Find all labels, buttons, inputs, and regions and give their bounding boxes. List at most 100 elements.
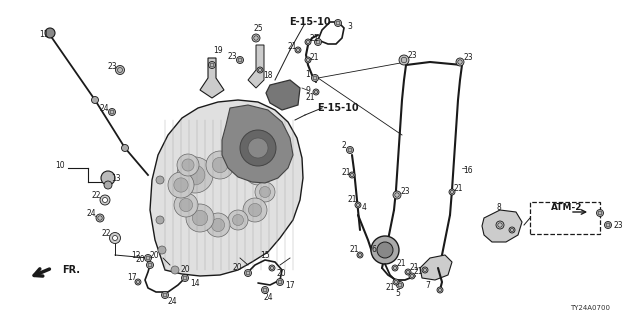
Circle shape <box>174 178 188 192</box>
Circle shape <box>252 34 260 42</box>
Circle shape <box>313 89 319 95</box>
Circle shape <box>269 265 275 271</box>
Text: 21: 21 <box>348 196 356 204</box>
Circle shape <box>409 273 415 279</box>
Text: 22: 22 <box>101 229 111 238</box>
Circle shape <box>232 214 243 226</box>
Circle shape <box>355 202 361 208</box>
Circle shape <box>102 197 108 203</box>
Text: 11: 11 <box>39 29 49 38</box>
Circle shape <box>335 20 342 27</box>
Text: 21: 21 <box>305 92 315 101</box>
Text: 21: 21 <box>341 167 351 177</box>
Circle shape <box>212 157 228 173</box>
Text: ATM-2: ATM-2 <box>551 203 583 212</box>
Circle shape <box>312 75 319 82</box>
Circle shape <box>177 157 213 193</box>
Text: E-15-10: E-15-10 <box>289 17 331 27</box>
Text: 23: 23 <box>407 51 417 60</box>
Circle shape <box>244 269 252 276</box>
Circle shape <box>397 282 403 289</box>
Circle shape <box>122 145 129 151</box>
Text: 4: 4 <box>362 204 367 212</box>
Circle shape <box>236 152 248 164</box>
Text: 21: 21 <box>385 283 395 292</box>
Circle shape <box>377 242 393 258</box>
Circle shape <box>449 189 455 195</box>
Text: 23: 23 <box>400 188 410 196</box>
Text: 23: 23 <box>107 61 117 70</box>
Text: FR.: FR. <box>62 265 80 275</box>
Text: 20: 20 <box>232 263 242 273</box>
Text: 3: 3 <box>348 21 353 30</box>
Text: 23: 23 <box>463 52 473 61</box>
Circle shape <box>357 252 363 258</box>
Text: 2: 2 <box>342 140 346 149</box>
Circle shape <box>276 278 284 285</box>
Text: 10: 10 <box>55 161 65 170</box>
Circle shape <box>456 58 464 66</box>
Text: 17: 17 <box>285 281 295 290</box>
Circle shape <box>186 204 214 232</box>
Circle shape <box>206 151 234 179</box>
Circle shape <box>305 57 311 63</box>
Circle shape <box>45 28 55 38</box>
Circle shape <box>156 216 164 224</box>
Text: 21: 21 <box>413 268 423 276</box>
Circle shape <box>295 47 301 53</box>
Text: 24: 24 <box>99 103 109 113</box>
Circle shape <box>605 221 611 228</box>
Text: 21: 21 <box>396 260 406 268</box>
Circle shape <box>371 236 399 264</box>
Circle shape <box>259 187 271 197</box>
Text: 17: 17 <box>127 274 137 283</box>
Circle shape <box>262 286 269 293</box>
Circle shape <box>96 214 104 222</box>
Circle shape <box>255 182 275 202</box>
Circle shape <box>251 165 265 179</box>
Polygon shape <box>420 255 452 280</box>
Circle shape <box>393 191 401 199</box>
Circle shape <box>346 147 353 154</box>
Polygon shape <box>150 100 303 276</box>
Polygon shape <box>266 80 300 110</box>
Circle shape <box>92 97 99 103</box>
Circle shape <box>135 279 141 285</box>
Circle shape <box>305 39 311 45</box>
Circle shape <box>393 279 399 285</box>
Circle shape <box>171 266 179 274</box>
Circle shape <box>182 159 194 171</box>
Circle shape <box>231 147 253 169</box>
Circle shape <box>209 61 216 68</box>
Text: 7: 7 <box>426 281 431 290</box>
Circle shape <box>437 287 443 293</box>
Text: 5: 5 <box>396 289 401 298</box>
Text: 12: 12 <box>131 251 141 260</box>
Circle shape <box>101 171 115 185</box>
Circle shape <box>182 275 189 282</box>
Circle shape <box>248 204 262 217</box>
Text: 8: 8 <box>497 203 501 212</box>
Text: 13: 13 <box>111 173 121 182</box>
Circle shape <box>192 210 208 226</box>
Text: 9: 9 <box>305 85 310 94</box>
Circle shape <box>245 159 271 185</box>
Polygon shape <box>248 45 264 88</box>
Text: 18: 18 <box>263 70 273 79</box>
Circle shape <box>349 172 355 178</box>
Text: 19: 19 <box>213 45 223 54</box>
Circle shape <box>156 176 164 184</box>
Polygon shape <box>222 105 293 183</box>
Text: 22: 22 <box>92 191 100 201</box>
Circle shape <box>206 213 230 237</box>
Text: 24: 24 <box>167 298 177 307</box>
Text: 21: 21 <box>453 183 463 193</box>
Text: 20: 20 <box>276 269 286 278</box>
Polygon shape <box>200 58 224 98</box>
Circle shape <box>145 254 152 261</box>
Circle shape <box>168 172 194 198</box>
Circle shape <box>174 193 198 217</box>
Circle shape <box>161 292 168 299</box>
Text: 16: 16 <box>463 165 473 174</box>
Text: 24: 24 <box>86 210 96 219</box>
